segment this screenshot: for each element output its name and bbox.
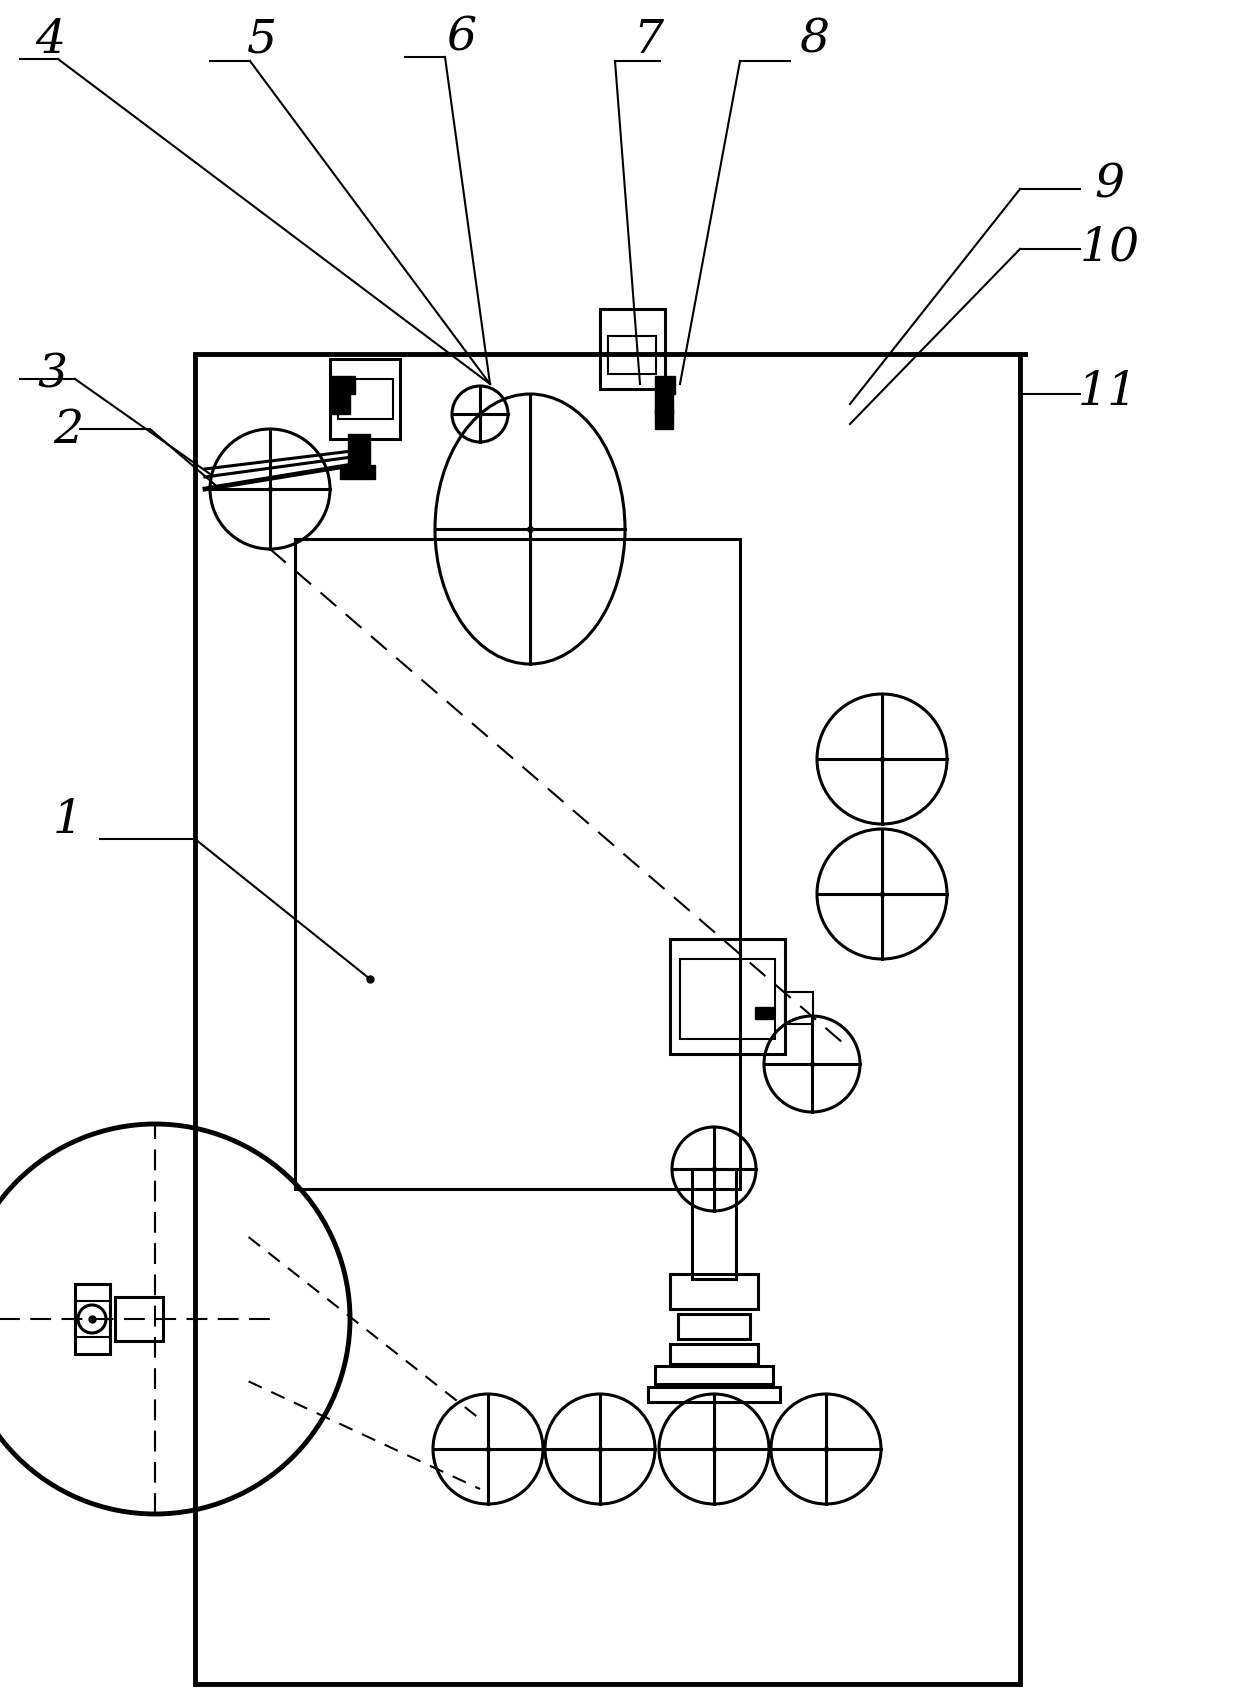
Text: 2: 2 (53, 407, 83, 452)
Text: 11: 11 (1078, 370, 1138, 414)
Bar (670, 1274, 758, 1309)
Text: 10: 10 (1080, 225, 1140, 271)
Bar (692, 1170, 737, 1279)
Bar (348, 435, 370, 465)
Bar (655, 377, 675, 396)
Bar (74, 1301, 110, 1337)
Bar (655, 409, 673, 430)
Text: 4: 4 (35, 17, 64, 63)
Bar (340, 465, 374, 479)
Bar (295, 540, 740, 1190)
Bar (330, 392, 350, 414)
Bar (330, 360, 401, 440)
Bar (600, 310, 665, 390)
Text: 3: 3 (37, 353, 67, 397)
Bar (649, 1388, 780, 1402)
Text: 9: 9 (1095, 162, 1125, 208)
Bar (195, 355, 1021, 1685)
Bar (755, 1008, 773, 1020)
Text: 8: 8 (799, 17, 830, 63)
Bar (785, 992, 813, 1025)
Text: 5: 5 (247, 17, 277, 63)
Bar (655, 396, 673, 414)
Text: 6: 6 (446, 15, 477, 61)
Bar (74, 1284, 110, 1354)
Bar (339, 380, 393, 419)
Bar (670, 1344, 758, 1364)
Bar (670, 939, 785, 1054)
Bar (678, 1315, 750, 1338)
Bar (608, 338, 656, 375)
Bar (115, 1298, 162, 1342)
Bar (680, 960, 775, 1040)
Text: 1: 1 (53, 796, 83, 842)
Bar (655, 1366, 773, 1384)
Bar (330, 377, 355, 396)
Text: 7: 7 (632, 17, 663, 63)
